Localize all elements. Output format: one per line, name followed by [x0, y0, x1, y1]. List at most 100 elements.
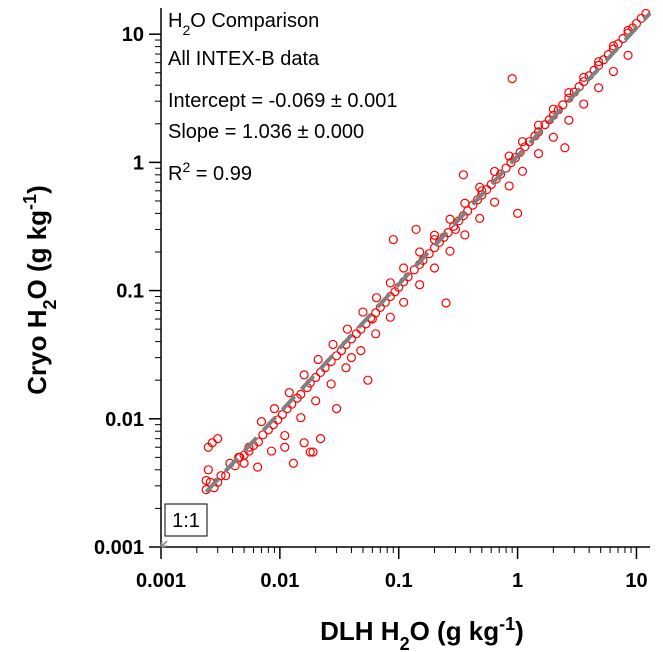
data-point	[342, 324, 353, 334]
data-point	[475, 213, 485, 223]
data-point	[258, 430, 268, 440]
data-point	[288, 458, 299, 468]
data-point	[623, 50, 633, 60]
data-point	[548, 132, 558, 142]
annotation-title: H2O Comparison	[168, 10, 319, 38]
data-point	[299, 438, 309, 448]
data-point	[308, 447, 318, 457]
data-point	[331, 404, 342, 414]
x-tick-label: 0.1	[385, 570, 413, 592]
data-point	[363, 375, 373, 385]
data-point	[504, 151, 514, 161]
data-point	[313, 354, 323, 365]
x-tick-label: 1	[512, 570, 523, 592]
annotation-intercept: Intercept = -0.069 ± 0.001	[168, 90, 397, 112]
ref-origin-marker	[160, 540, 168, 548]
data-point	[399, 297, 409, 307]
y-axis-title: Cryo H2O (g kg-1)	[20, 185, 60, 395]
data-point	[399, 263, 409, 273]
data-point	[315, 434, 326, 444]
data-point	[409, 265, 419, 275]
origin-arrow-icon	[160, 540, 168, 548]
x-tick-label: 10	[625, 570, 647, 592]
data-point	[299, 370, 309, 380]
x-tick-label: 0.01	[260, 570, 299, 592]
data-point	[328, 339, 338, 350]
data-point	[280, 430, 290, 441]
data-point	[512, 208, 523, 218]
annotation-dataset: All INTEX-B data	[168, 48, 320, 70]
data-point	[415, 280, 425, 290]
data-point	[429, 230, 440, 240]
data-point	[441, 298, 451, 308]
data-point	[486, 179, 496, 190]
data-point	[517, 166, 528, 176]
ref-label: 1:1	[172, 510, 200, 532]
data-point	[608, 66, 619, 77]
annotation-slope: Slope = 1.036 ± 0.000	[168, 121, 364, 143]
data-point	[284, 388, 294, 398]
data-point	[411, 224, 421, 235]
data-point	[548, 104, 558, 114]
data-point	[517, 137, 528, 147]
data-point	[385, 312, 395, 322]
data-point	[269, 404, 280, 414]
data-point	[315, 367, 326, 378]
data-point	[560, 143, 570, 153]
data-point	[305, 447, 315, 457]
y-tick-label: 0.01	[105, 409, 144, 431]
data-point	[371, 308, 381, 318]
data-point	[311, 396, 321, 406]
data-point	[506, 158, 516, 168]
data-point	[507, 74, 517, 84]
y-tick-label: 10	[122, 24, 144, 46]
data-point	[463, 206, 473, 216]
data-point	[510, 152, 521, 163]
data-point	[239, 458, 249, 468]
ref-label-frame	[164, 503, 208, 537]
data-point	[256, 417, 267, 427]
data-point	[213, 434, 223, 444]
data-point	[458, 170, 468, 180]
data-point	[341, 363, 351, 373]
data-point	[504, 181, 514, 191]
data-point	[351, 329, 361, 339]
data-point	[593, 83, 604, 93]
data-point	[358, 307, 368, 317]
data-point	[579, 99, 589, 109]
data-point	[346, 353, 357, 363]
data-point	[579, 72, 589, 83]
data-point	[520, 142, 530, 152]
data-point	[533, 120, 544, 130]
data-point	[326, 379, 336, 389]
data-point	[613, 39, 623, 49]
data-point	[266, 446, 277, 456]
annotation-block: H2O Comparison All INTEX-B data Intercep…	[168, 10, 397, 185]
ref-label-box: 1:1	[164, 503, 208, 537]
data-point	[460, 230, 470, 240]
data-point	[445, 214, 455, 224]
data-point	[356, 346, 366, 356]
data-point	[429, 263, 440, 273]
data-point	[501, 163, 511, 173]
data-point	[593, 57, 604, 67]
data-point	[201, 475, 211, 486]
axis-ticks: 0.001 0.01 0.1 1 10 0.001 0.01 0.1 1 10	[94, 24, 648, 592]
data-point	[533, 149, 544, 159]
data-point	[445, 246, 455, 256]
x-tick-label: 0.001	[136, 570, 186, 592]
data-point	[460, 198, 470, 208]
data-point	[280, 442, 290, 452]
data-point	[385, 278, 395, 288]
data-point	[564, 115, 574, 125]
data-point	[496, 169, 506, 179]
y-tick-label: 0.001	[94, 537, 144, 559]
data-point	[388, 234, 398, 245]
data-point	[203, 465, 213, 475]
y-tick-label: 1	[133, 152, 144, 174]
data-point	[296, 413, 306, 423]
data-point	[564, 88, 574, 98]
data-point	[558, 100, 568, 110]
data-point	[253, 462, 263, 472]
